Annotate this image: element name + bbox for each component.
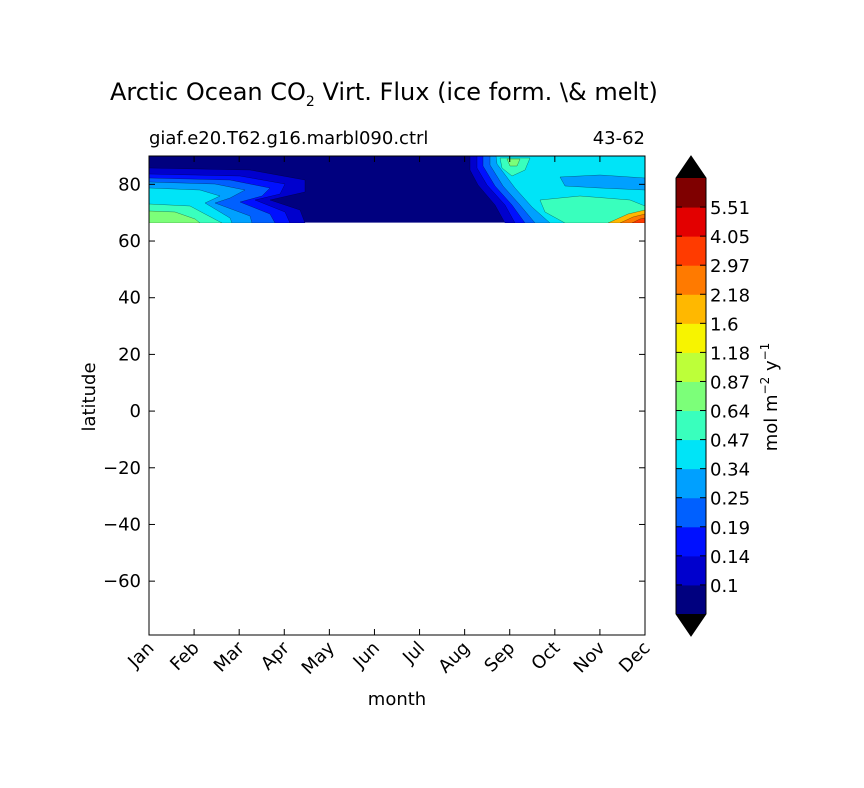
colorbar-segment <box>676 526 706 557</box>
colorbar-segment <box>676 410 706 441</box>
contour-band-7 <box>506 158 521 167</box>
contour-band-6 <box>499 157 531 177</box>
contour-band-7 <box>149 210 201 223</box>
colorbar-segment <box>676 439 706 470</box>
x-tick-label: Nov <box>570 637 610 677</box>
x-tick-label: Sep <box>480 638 519 677</box>
x-tick-label: Dec <box>615 638 654 677</box>
contour-peak-3 <box>631 217 645 223</box>
colorbar-segment <box>676 468 706 499</box>
colorbar-tick-label: 2.97 <box>710 256 750 277</box>
y-tick-label: 60 <box>118 231 141 252</box>
colorbar-tick-label: 0.14 <box>710 547 750 568</box>
colorbar-tick-label: 0.87 <box>710 372 750 393</box>
x-tick-label: Jul <box>398 638 429 669</box>
colorbar-segment <box>676 265 706 295</box>
contour-field <box>149 156 645 223</box>
y-axis: 80 60 40 20 0 −20 −40 −60 <box>103 174 645 592</box>
colorbar-segment <box>676 178 706 208</box>
colorbar-segment <box>676 584 706 615</box>
plot-frame <box>148 155 646 636</box>
colorbar-segment <box>676 352 706 382</box>
colorbar-segment <box>676 497 706 528</box>
x-axis-label: month <box>368 689 426 710</box>
colorbar-tick-label: 0.25 <box>710 489 750 510</box>
contour-band-6 <box>539 195 645 223</box>
colorbar-tick-label: 0.34 <box>710 460 750 481</box>
x-axis: Jan Feb Mar Apr May Jun Jul Aug Sep Oct Nov Dec <box>123 156 655 679</box>
subtitle-years: 43-62 <box>593 128 645 149</box>
colorbar-tick-label: 1.18 <box>710 343 750 364</box>
colorbar-segment <box>676 555 706 586</box>
colorbar-tick-label: 0.64 <box>710 402 750 423</box>
colorbar-segment <box>676 294 706 324</box>
colorbar-tick-label: 0.1 <box>710 576 739 597</box>
colorbar-segment <box>676 323 706 353</box>
y-tick-label: 80 <box>118 174 141 195</box>
title-subscript: 2 <box>306 94 315 110</box>
colorbar-segment <box>676 236 706 266</box>
x-tick-label: May <box>298 637 339 678</box>
x-tick-label: Jan <box>123 638 158 673</box>
x-tick-label: Jun <box>349 638 384 673</box>
colorbar-extend-min <box>676 614 706 636</box>
colorbar-tick-label: 5.51 <box>710 198 750 219</box>
colorbar-tick-label: 0.47 <box>710 431 750 452</box>
colorbar-tick-label: 1.6 <box>710 314 739 335</box>
y-tick-label: −20 <box>103 458 141 479</box>
contour-band-4 <box>559 174 645 191</box>
x-tick-label: Mar <box>210 637 249 676</box>
x-tick-label: Aug <box>434 638 474 678</box>
y-axis-label: latitude <box>79 362 100 431</box>
chart-title: Arctic Ocean CO2 Virt. Flux (ice form. \… <box>110 78 658 110</box>
colorbar-tick-label: 0.19 <box>710 518 750 539</box>
colorbar-extend-max <box>676 156 706 178</box>
subtitle-case-name: giaf.e20.T62.g16.marbl090.ctrl <box>149 128 428 149</box>
y-tick-label: 40 <box>118 288 141 309</box>
y-tick-label: 0 <box>130 401 141 422</box>
colorbar: 0.1 0.14 0.19 0.25 0.34 0.47 0.64 0.87 1.18 1.6 2.… <box>675 155 750 637</box>
colorbar-tick-label: 4.05 <box>710 227 750 248</box>
y-tick-label: 20 <box>118 344 141 365</box>
colorbar-segment <box>676 381 706 412</box>
y-tick-label: −40 <box>103 514 141 535</box>
colorbar-tick-label: 2.18 <box>710 285 750 306</box>
y-tick-label: −60 <box>103 571 141 592</box>
colorbar-label: mol m−2 y−1 <box>758 343 782 452</box>
x-tick-label: Apr <box>257 637 294 674</box>
x-tick-label: Oct <box>527 638 564 675</box>
colorbar-outline <box>675 155 707 637</box>
x-tick-label: Feb <box>166 638 203 675</box>
colorbar-segment <box>676 207 706 237</box>
